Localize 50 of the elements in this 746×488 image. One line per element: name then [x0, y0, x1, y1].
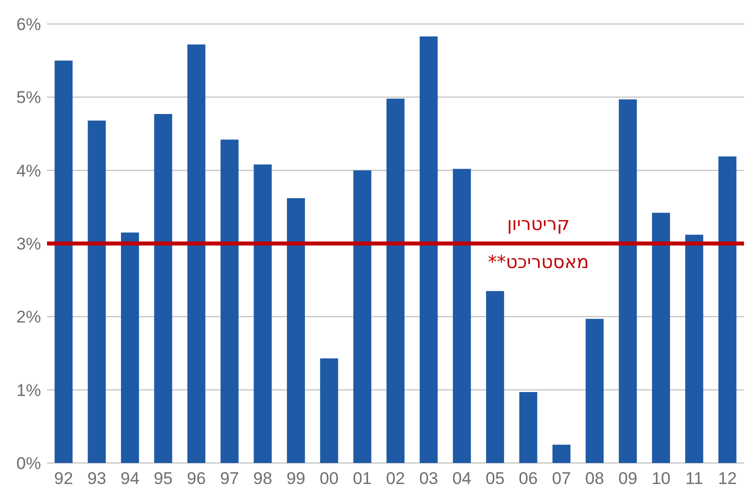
x-tick-label: 09 — [618, 469, 638, 488]
y-tick-label: 3% — [16, 234, 41, 254]
bar — [552, 444, 570, 463]
x-tick-label: 03 — [419, 469, 438, 488]
x-tick-label: 95 — [154, 469, 173, 488]
bar — [88, 120, 106, 463]
x-tick-label: 07 — [552, 469, 571, 488]
bar — [618, 99, 637, 463]
bar — [486, 291, 504, 463]
bar — [320, 358, 338, 463]
x-tick-label: 98 — [253, 469, 272, 488]
x-tick-label: 06 — [518, 469, 538, 488]
bar — [220, 140, 239, 463]
y-tick-label: 2% — [16, 308, 41, 327]
x-tick-label: 92 — [54, 469, 74, 488]
bar — [353, 170, 372, 463]
bar — [386, 98, 404, 463]
bar — [420, 36, 438, 463]
x-tick-label: 10 — [652, 469, 670, 488]
x-tick-label: 02 — [386, 469, 405, 488]
bar — [154, 114, 172, 463]
y-tick-label: 0% — [16, 454, 41, 473]
x-tick-label: 12 — [718, 469, 737, 488]
bar — [519, 392, 538, 463]
bar — [286, 198, 305, 463]
bar — [54, 60, 73, 463]
x-tick-label: 08 — [585, 469, 604, 488]
y-tick-label: 1% — [16, 380, 41, 400]
bar — [187, 44, 206, 463]
bar — [452, 168, 471, 463]
x-tick-label: 97 — [220, 469, 240, 488]
ref-line-label: קריטריון מאסטריכט** — [486, 212, 590, 274]
bar — [685, 234, 704, 463]
y-tick-label: 5% — [16, 88, 41, 108]
x-tick-label: 04 — [452, 469, 472, 488]
x-tick-label: 96 — [186, 469, 206, 488]
x-tick-label: 99 — [286, 469, 306, 488]
bar — [254, 164, 272, 463]
x-tick-label: 00 — [320, 469, 339, 488]
x-tick-label: 93 — [87, 469, 106, 488]
bar — [652, 212, 670, 463]
bar — [120, 232, 139, 463]
x-tick-label: 05 — [486, 469, 505, 488]
x-tick-label: 11 — [685, 469, 704, 488]
y-tick-label: 6% — [16, 15, 41, 34]
x-tick-label: 94 — [120, 469, 140, 488]
bar — [718, 156, 736, 463]
y-tick-label: 4% — [16, 161, 41, 180]
x-tick-label: 01 — [352, 469, 372, 488]
bar — [586, 318, 604, 463]
